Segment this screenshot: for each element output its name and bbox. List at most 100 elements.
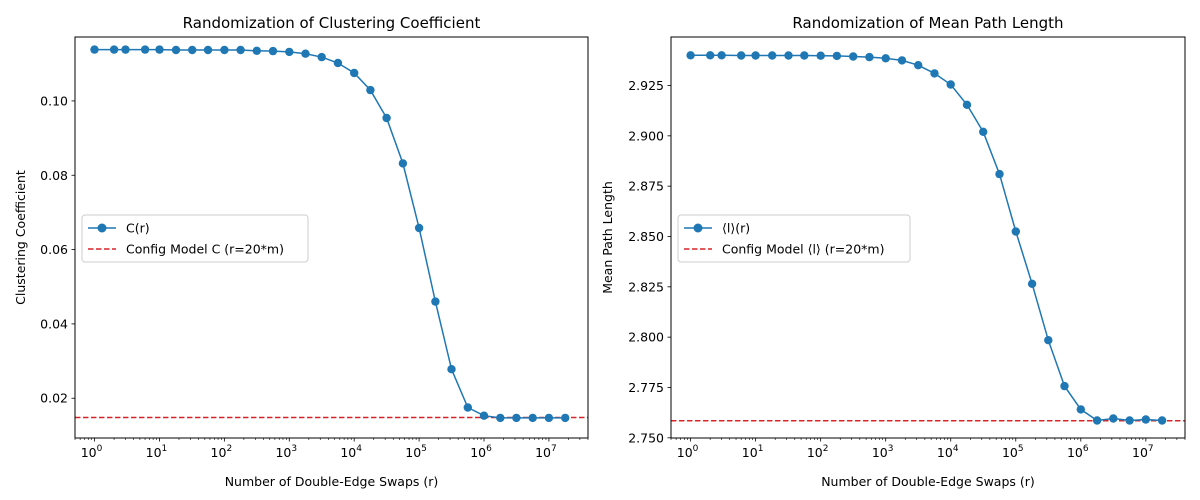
legend-series-label: C(r) — [126, 221, 150, 236]
data-point — [317, 52, 326, 62]
y-axis-label: Clustering Coefficient — [13, 170, 28, 305]
data-point — [479, 411, 489, 420]
data-point — [398, 159, 408, 168]
legend-reference-label: Config Model ⟨l⟩ (r=20*m) — [722, 242, 884, 257]
data-point — [800, 51, 809, 60]
legend-entry-reference: Config Model ⟨l⟩ (r=20*m) — [684, 242, 884, 257]
data-point — [706, 51, 715, 60]
data-point — [865, 52, 874, 62]
x-tick-label: 104 — [340, 444, 362, 460]
chart-path-length: Randomization of Mean Path Length 100 101… — [600, 14, 1186, 489]
data-point — [171, 45, 181, 55]
chart-clustering: Randomization of Clustering Coefficient … — [13, 14, 589, 489]
data-point — [962, 100, 972, 110]
data-point — [528, 413, 537, 423]
y-tick-label: 0.04 — [40, 316, 68, 331]
data-point — [751, 51, 760, 60]
x-tick-label: 102 — [211, 444, 233, 460]
x-axis-ticks: 100 101 102 103 104 105 106 107 — [74, 438, 589, 460]
data-point — [979, 127, 988, 136]
x-axis-ticks: 100 101 102 103 104 105 106 107 — [670, 438, 1186, 460]
legend-entry-reference: Config Model C (r=20*m) — [88, 242, 284, 257]
data-point — [203, 45, 213, 55]
data-point — [140, 45, 150, 54]
data-point — [1157, 416, 1167, 425]
data-point — [1060, 381, 1069, 391]
x-axis-label: Number of Double-Edge Swaps (r) — [225, 474, 439, 489]
data-point — [382, 113, 391, 123]
y-tick-label: 0.10 — [40, 93, 68, 108]
data-point — [252, 46, 261, 55]
data-point — [737, 51, 746, 60]
plot-frame — [670, 36, 1186, 439]
data-point — [1141, 415, 1151, 424]
x-axis-label: Number of Double-Edge Swaps (r) — [821, 474, 1035, 489]
legend-box — [677, 214, 911, 263]
data-point — [1011, 227, 1020, 236]
data-point — [350, 68, 359, 78]
data-point — [220, 45, 229, 55]
data-point — [188, 45, 197, 55]
data-point — [431, 297, 440, 306]
x-tick-label: 105 — [405, 444, 427, 460]
legend-entry-series: C(r) — [88, 221, 150, 236]
data-point — [768, 51, 777, 60]
y-tick-label: 2.775 — [628, 380, 664, 395]
data-point — [946, 80, 955, 89]
x-tick-label: 100 — [677, 444, 699, 460]
y-tick-label: 2.850 — [628, 229, 664, 244]
data-point — [463, 403, 472, 412]
y-tick-label: 2.875 — [628, 179, 664, 194]
data-point — [561, 413, 570, 423]
data-point — [914, 60, 923, 70]
data-point — [930, 69, 939, 78]
x-tick-label: 106 — [1067, 444, 1089, 460]
y-axis-ticks: 2.750 2.775 2.800 2.825 2.850 2.875 2.900 2.925 — [628, 78, 671, 445]
data-point — [849, 52, 858, 61]
x-tick-label: 101 — [742, 444, 764, 460]
x-tick-label: 103 — [872, 444, 894, 460]
y-axis-label: Mean Path Length — [600, 181, 615, 294]
y-tick-label: 2.925 — [628, 78, 664, 93]
data-point — [686, 51, 695, 60]
data-point — [1027, 279, 1037, 288]
legend-entry-series: ⟨l⟩(r) — [684, 221, 750, 236]
data-point — [897, 56, 907, 65]
y-tick-label: 2.900 — [628, 128, 664, 143]
x-tick-label: 102 — [807, 444, 829, 460]
legend-series-marker — [693, 223, 703, 233]
x-tick-label: 106 — [470, 444, 492, 460]
y-tick-label: 0.06 — [40, 242, 68, 257]
legend-series-label: ⟨l⟩(r) — [722, 221, 750, 236]
data-point — [447, 365, 456, 374]
plot-area — [671, 51, 1185, 425]
data-point — [1044, 336, 1053, 345]
chart-title: Randomization of Clustering Coefficient — [183, 14, 481, 32]
y-tick-label: 2.800 — [628, 330, 664, 345]
x-tick-label: 100 — [81, 444, 103, 460]
data-point — [414, 223, 424, 233]
data-point — [366, 85, 375, 95]
y-tick-label: 2.750 — [628, 430, 664, 445]
data-point — [496, 413, 505, 423]
x-tick-label: 105 — [1002, 444, 1024, 460]
data-point — [512, 413, 521, 423]
data-point — [268, 46, 278, 56]
y-tick-label: 0.02 — [40, 391, 68, 406]
data-point — [784, 51, 793, 60]
data-point — [109, 45, 119, 54]
data-point — [1109, 414, 1118, 423]
y-tick-label: 2.825 — [628, 279, 664, 294]
data-point — [832, 51, 842, 61]
data-point — [995, 169, 1004, 179]
x-tick-label: 101 — [146, 444, 168, 460]
data-point — [121, 45, 130, 54]
legend: ⟨l⟩(r) Config Model ⟨l⟩ (r=20*m) — [677, 214, 911, 263]
legend: C(r) Config Model C (r=20*m) — [81, 214, 309, 263]
x-tick-label: 107 — [1132, 444, 1154, 460]
data-point — [155, 45, 164, 54]
data-point — [816, 51, 825, 60]
data-point — [1125, 416, 1134, 425]
legend-box — [81, 214, 309, 263]
data-point — [90, 45, 99, 54]
